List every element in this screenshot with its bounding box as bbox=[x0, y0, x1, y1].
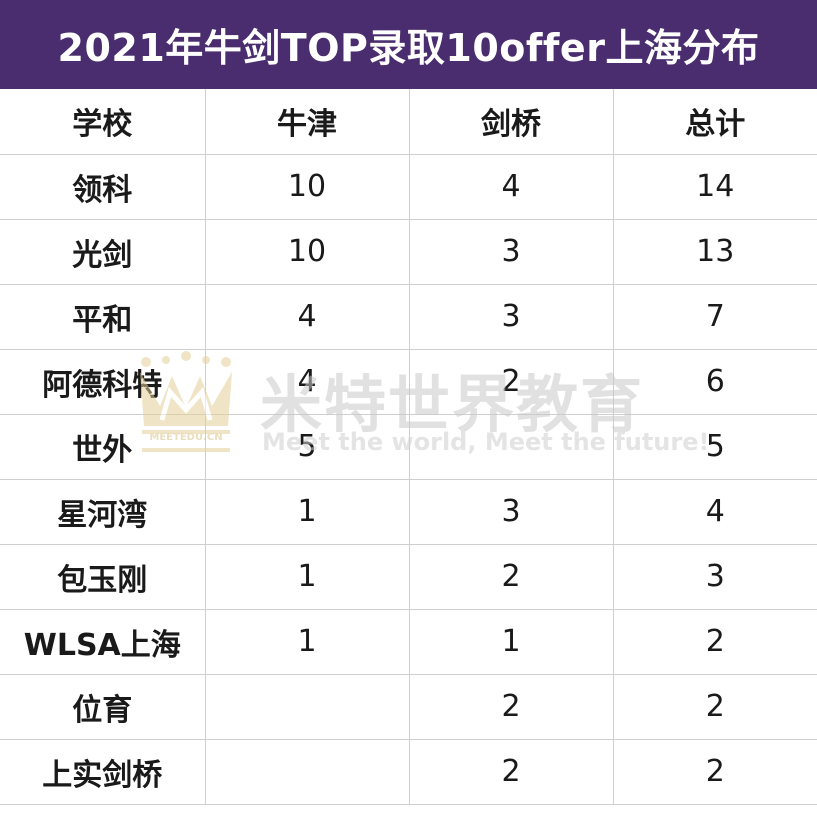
total-cell: 4 bbox=[612, 478, 817, 545]
offer-table: 学校 牛津 剑桥 总计 领科 10 4 14 光剑 10 3 13 平和 4 3… bbox=[0, 89, 817, 805]
school-cell: 上实剑桥 bbox=[0, 738, 206, 805]
oxford-cell: 10 bbox=[204, 153, 410, 220]
oxford-cell: 4 bbox=[204, 283, 410, 350]
school-cell: 阿德科特 bbox=[0, 348, 206, 415]
table-row: 光剑 10 3 13 bbox=[0, 218, 817, 285]
cambridge-cell: 2 bbox=[408, 738, 614, 805]
header-row: 学校 牛津 剑桥 总计 bbox=[0, 89, 817, 155]
table-title: 2021年牛剑TOP录取10offer上海分布 bbox=[0, 0, 817, 89]
cambridge-cell: 1 bbox=[408, 608, 614, 675]
oxford-cell: 1 bbox=[204, 543, 410, 610]
oxford-cell: 4 bbox=[204, 348, 410, 415]
total-cell: 7 bbox=[612, 283, 817, 350]
cambridge-cell: 2 bbox=[408, 348, 614, 415]
cambridge-cell: 2 bbox=[408, 543, 614, 610]
total-cell: 2 bbox=[612, 738, 817, 805]
table-row: WLSA上海 1 1 2 bbox=[0, 608, 817, 675]
header-oxford: 牛津 bbox=[204, 89, 410, 155]
table-row: 上实剑桥 2 2 bbox=[0, 738, 817, 805]
total-cell: 3 bbox=[612, 543, 817, 610]
table-row: 世外 5 5 bbox=[0, 413, 817, 480]
total-cell: 2 bbox=[612, 673, 817, 740]
table-row: 星河湾 1 3 4 bbox=[0, 478, 817, 545]
cambridge-cell: 3 bbox=[408, 283, 614, 350]
table-row: 阿德科特 4 2 6 bbox=[0, 348, 817, 415]
cambridge-cell: 3 bbox=[408, 218, 614, 285]
oxford-cell: 5 bbox=[204, 413, 410, 480]
table-row: 包玉刚 1 2 3 bbox=[0, 543, 817, 610]
table-row: 领科 10 4 14 bbox=[0, 153, 817, 220]
cambridge-cell: 3 bbox=[408, 478, 614, 545]
school-cell: 领科 bbox=[0, 153, 206, 220]
oxford-cell bbox=[204, 738, 410, 805]
school-cell: 平和 bbox=[0, 283, 206, 350]
table-row: 位育 2 2 bbox=[0, 673, 817, 740]
school-cell: 光剑 bbox=[0, 218, 206, 285]
school-cell: 世外 bbox=[0, 413, 206, 480]
oxford-cell bbox=[204, 673, 410, 740]
cambridge-cell: 4 bbox=[408, 153, 614, 220]
oxford-cell: 10 bbox=[204, 218, 410, 285]
oxford-cell: 1 bbox=[204, 478, 410, 545]
oxford-cell: 1 bbox=[204, 608, 410, 675]
header-total: 总计 bbox=[612, 89, 817, 155]
total-cell: 2 bbox=[612, 608, 817, 675]
school-cell: 位育 bbox=[0, 673, 206, 740]
school-cell: 星河湾 bbox=[0, 478, 206, 545]
total-cell: 14 bbox=[612, 153, 817, 220]
total-cell: 13 bbox=[612, 218, 817, 285]
header-cambridge: 剑桥 bbox=[408, 89, 614, 155]
cambridge-cell bbox=[408, 413, 614, 480]
header-school: 学校 bbox=[0, 89, 206, 155]
total-cell: 6 bbox=[612, 348, 817, 415]
school-cell: WLSA上海 bbox=[0, 608, 206, 675]
total-cell: 5 bbox=[612, 413, 817, 480]
school-cell: 包玉刚 bbox=[0, 543, 206, 610]
cambridge-cell: 2 bbox=[408, 673, 614, 740]
table-row: 平和 4 3 7 bbox=[0, 283, 817, 350]
